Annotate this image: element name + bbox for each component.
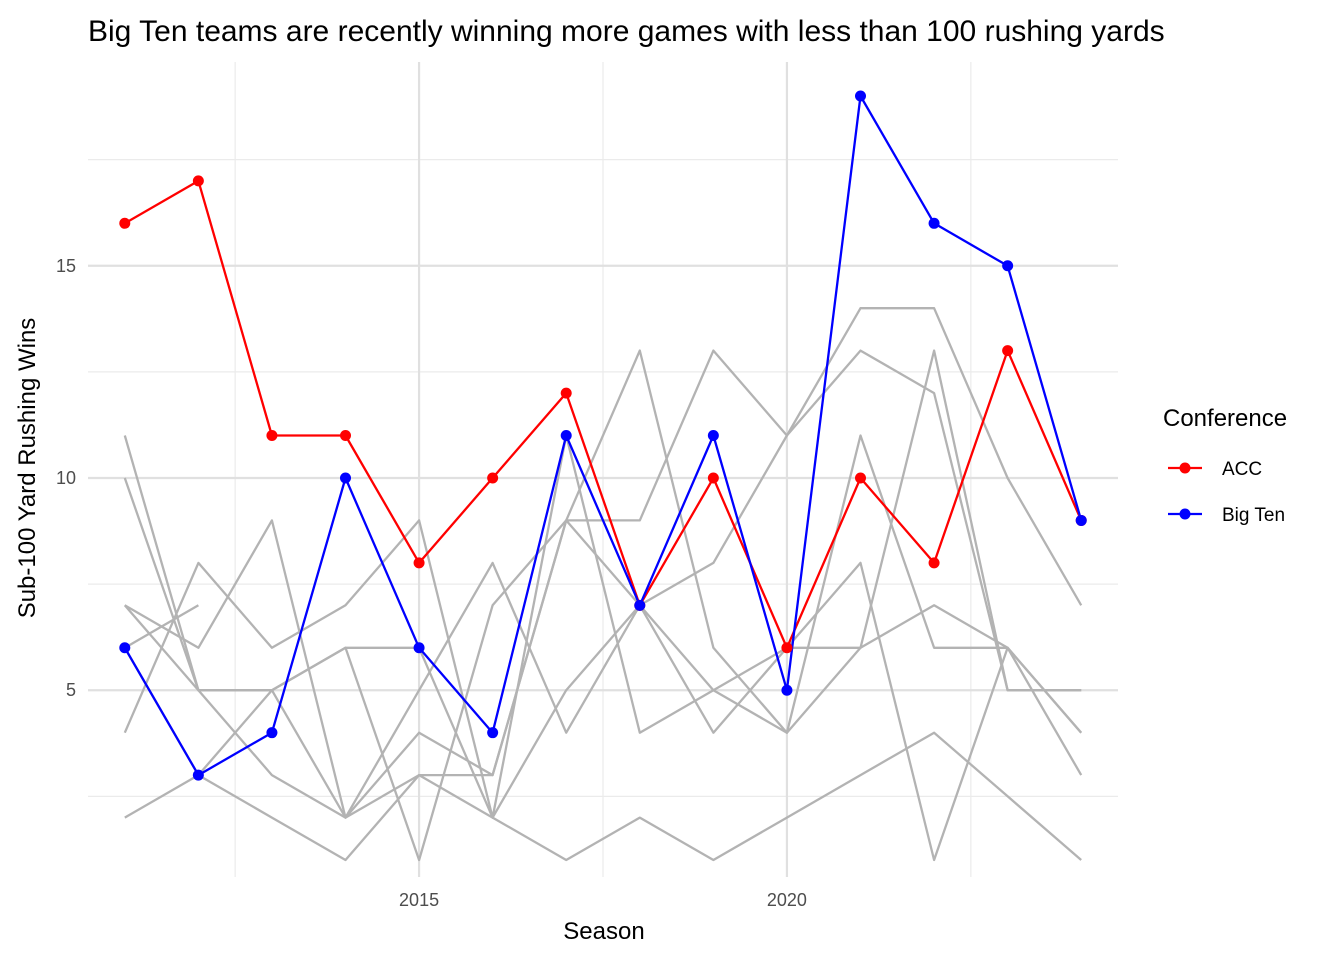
- y-tick-labels: 5 10 15: [56, 256, 76, 700]
- data-point-big-ten: [560, 430, 572, 442]
- data-point-acc: [192, 175, 204, 187]
- data-point-acc: [1002, 345, 1014, 357]
- data-point-acc: [560, 387, 572, 399]
- data-point-big-ten: [1002, 260, 1014, 272]
- data-point-big-ten: [340, 472, 351, 484]
- chart-title: Big Ten teams are recently winning more …: [88, 15, 1165, 48]
- background-series-line: [123, 519, 1083, 862]
- data-point-big-ten: [928, 217, 940, 229]
- data-point-acc: [928, 557, 940, 569]
- data-point-acc: [340, 430, 351, 442]
- legend-key-point: [1179, 462, 1191, 474]
- data-point-big-ten: [192, 769, 204, 781]
- data-point-big-ten: [634, 599, 646, 611]
- legend-label: Big Ten: [1222, 505, 1285, 526]
- highlight-points-group: [119, 90, 1087, 781]
- data-point-acc: [487, 472, 499, 484]
- x-axis-title: Season: [563, 918, 644, 945]
- data-point-big-ten: [487, 727, 499, 739]
- legend-label: ACC: [1222, 459, 1262, 480]
- series-line-big-ten: [123, 94, 1083, 777]
- x-tick-label: 2020: [767, 890, 807, 910]
- legend-key-point: [1179, 508, 1191, 520]
- data-point-big-ten: [266, 727, 278, 739]
- data-point-acc: [707, 472, 719, 484]
- grid-minor: [88, 62, 1118, 877]
- legend-entries: ACC Big Ten: [1168, 459, 1285, 526]
- background-series-group: [123, 307, 1083, 862]
- data-point-big-ten: [707, 430, 719, 442]
- y-tick-label: 5: [66, 680, 76, 700]
- data-point-big-ten: [1075, 514, 1087, 526]
- x-tick-label: 2015: [399, 890, 439, 910]
- data-point-acc: [413, 557, 425, 569]
- background-series-line: [124, 604, 199, 649]
- background-series-line: [124, 349, 1082, 862]
- y-tick-label: 15: [56, 256, 76, 276]
- data-point-big-ten: [781, 684, 793, 696]
- data-point-acc: [781, 642, 793, 654]
- y-tick-label: 10: [56, 468, 76, 488]
- data-point-big-ten: [119, 642, 131, 654]
- series-line-acc: [124, 179, 1083, 649]
- data-point-acc: [855, 472, 866, 484]
- x-tick-labels: 2015 2020: [399, 890, 807, 910]
- data-point-big-ten: [413, 642, 425, 654]
- legend-title: Conference: [1163, 405, 1287, 432]
- background-series-line: [124, 519, 1083, 819]
- legend: Conference ACC Big Ten: [1163, 405, 1287, 526]
- data-point-acc: [266, 430, 278, 442]
- y-axis-title: Sub-100 Yard Rushing Wins: [14, 318, 41, 619]
- highlight-series-group: [123, 94, 1083, 777]
- data-point-big-ten: [855, 90, 866, 102]
- data-point-acc: [119, 217, 131, 229]
- background-series-line: [123, 519, 1082, 862]
